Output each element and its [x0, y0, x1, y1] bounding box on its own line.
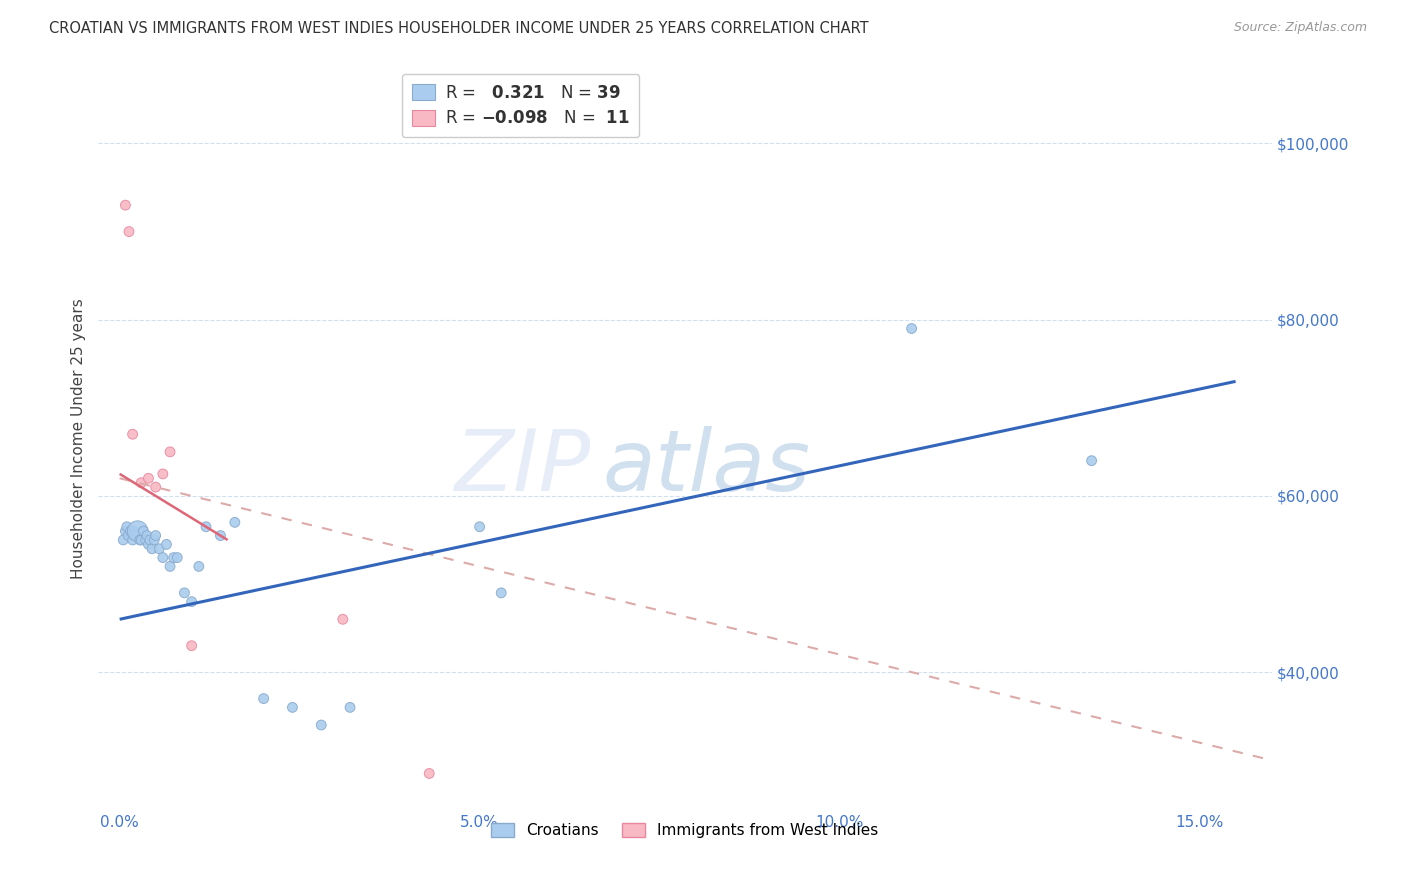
Point — [118, 225, 141, 239]
Point — [159, 559, 181, 574]
Legend: Croatians, Immigrants from West Indies: Croatians, Immigrants from West Indies — [485, 817, 884, 844]
Point — [209, 528, 232, 542]
Point — [128, 533, 150, 547]
Point — [112, 533, 135, 547]
Point — [180, 639, 202, 653]
Point — [152, 550, 174, 565]
Point — [253, 691, 276, 706]
Point — [195, 520, 218, 534]
Point — [143, 533, 166, 547]
Point — [224, 516, 246, 530]
Point — [173, 586, 195, 600]
Point — [136, 528, 159, 542]
Point — [332, 612, 354, 626]
Point — [180, 595, 202, 609]
Point — [114, 524, 136, 538]
Point — [135, 533, 157, 547]
Point — [121, 427, 143, 442]
Point — [309, 718, 332, 732]
Point — [900, 321, 922, 335]
Y-axis label: Householder Income Under 25 years: Householder Income Under 25 years — [72, 298, 86, 579]
Point — [418, 766, 440, 780]
Point — [127, 524, 149, 538]
Point — [166, 550, 188, 565]
Point — [155, 537, 177, 551]
Point — [148, 541, 170, 556]
Point — [139, 533, 162, 547]
Point — [121, 533, 143, 547]
Text: atlas: atlas — [603, 426, 811, 509]
Point — [163, 550, 186, 565]
Point — [124, 528, 146, 542]
Point — [129, 533, 152, 547]
Text: Source: ZipAtlas.com: Source: ZipAtlas.com — [1233, 21, 1367, 34]
Point — [468, 520, 491, 534]
Point — [129, 475, 152, 490]
Point — [132, 524, 155, 538]
Point — [339, 700, 361, 714]
Point — [145, 528, 167, 542]
Text: CROATIAN VS IMMIGRANTS FROM WEST INDIES HOUSEHOLDER INCOME UNDER 25 YEARS CORREL: CROATIAN VS IMMIGRANTS FROM WEST INDIES … — [49, 21, 869, 36]
Point — [1080, 453, 1102, 467]
Point — [489, 586, 512, 600]
Point — [117, 528, 139, 542]
Point — [141, 541, 163, 556]
Text: ZIP: ZIP — [454, 426, 591, 509]
Point — [138, 471, 160, 485]
Point — [159, 445, 181, 459]
Point — [114, 198, 136, 212]
Point — [187, 559, 209, 574]
Point — [281, 700, 304, 714]
Point — [152, 467, 174, 481]
Point — [122, 524, 145, 538]
Point — [120, 524, 142, 538]
Point — [145, 480, 167, 494]
Point — [138, 537, 160, 551]
Point — [115, 520, 138, 534]
